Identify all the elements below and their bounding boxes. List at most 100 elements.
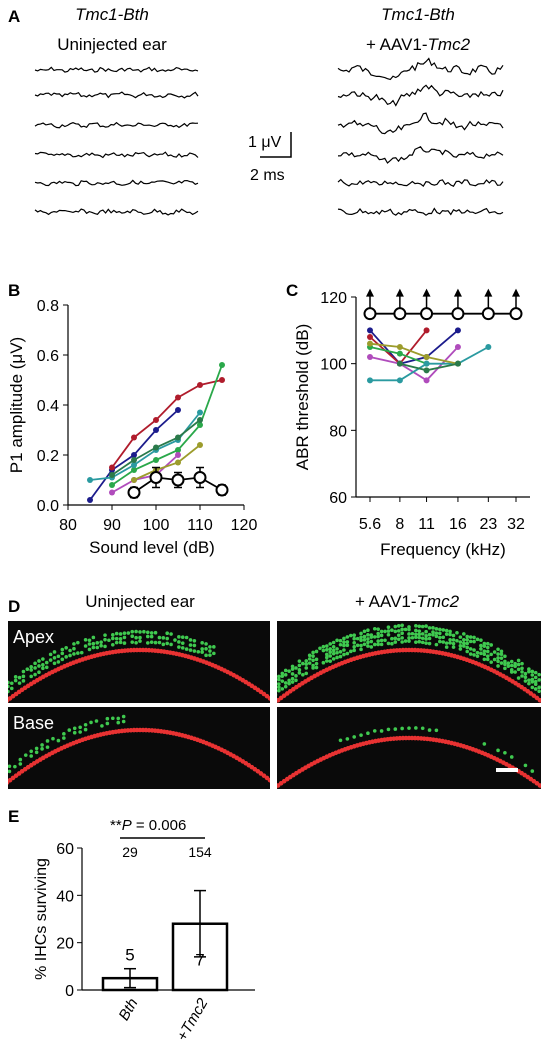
outer-hair-cell bbox=[386, 629, 391, 633]
chart-b-data-point bbox=[109, 489, 115, 496]
outer-hair-cell bbox=[342, 643, 346, 648]
outer-hair-cell bbox=[138, 630, 142, 634]
chart-c-x-tick-label: 11 bbox=[418, 516, 435, 533]
outer-hair-cell bbox=[72, 642, 76, 646]
outer-hair-cell bbox=[451, 638, 456, 642]
outer-hair-cell bbox=[376, 634, 380, 639]
chart-e-n-inside-label: 5 bbox=[125, 946, 134, 965]
outer-hair-cell bbox=[280, 674, 285, 679]
outer-hair-cell bbox=[427, 728, 432, 732]
outer-hair-cell bbox=[420, 726, 425, 731]
outer-hair-cell bbox=[307, 653, 312, 658]
outer-hair-cell bbox=[321, 644, 326, 649]
outer-hair-cell bbox=[114, 631, 119, 636]
outer-hair-cell bbox=[304, 666, 309, 670]
outer-hair-cell bbox=[72, 646, 76, 651]
outer-hair-cell bbox=[270, 687, 274, 691]
inner-hair-cell bbox=[544, 703, 549, 708]
panel-a-letter: A bbox=[8, 7, 20, 26]
outer-hair-cell bbox=[537, 678, 541, 682]
abr-trace bbox=[337, 57, 504, 81]
outer-hair-cell bbox=[64, 645, 68, 650]
panel-e-letter: E bbox=[8, 807, 19, 826]
outer-hair-cell bbox=[134, 635, 138, 640]
outer-hair-cell bbox=[89, 720, 93, 725]
outer-hair-cell bbox=[451, 633, 456, 638]
outer-hair-cell bbox=[105, 721, 110, 726]
chart-c-control-point bbox=[420, 307, 434, 321]
outer-hair-cell bbox=[13, 675, 18, 679]
outer-hair-cell bbox=[465, 649, 470, 654]
chart-c-data-point bbox=[367, 354, 373, 360]
outer-hair-cell bbox=[338, 638, 343, 643]
outer-hair-cell bbox=[527, 667, 531, 671]
outer-hair-cell bbox=[414, 628, 418, 633]
outer-hair-cell bbox=[208, 653, 212, 657]
outer-hair-cell bbox=[475, 637, 480, 642]
outer-hair-cell bbox=[331, 648, 336, 653]
outer-hair-cell bbox=[434, 642, 439, 647]
outer-hair-cell bbox=[372, 627, 377, 631]
outer-hair-cell bbox=[60, 647, 65, 652]
chart-b-data-point bbox=[219, 362, 225, 368]
outer-hair-cell bbox=[420, 624, 425, 629]
outer-hair-cell bbox=[165, 631, 169, 636]
outer-hair-cell bbox=[489, 643, 494, 647]
outer-hair-cell bbox=[345, 643, 350, 648]
outer-hair-cell bbox=[345, 635, 350, 639]
chart-c-data-point bbox=[396, 344, 403, 350]
panel-a-right-genotype: Tmc1-Bth bbox=[381, 5, 455, 24]
chart-b-y-tick-label: 0.0 bbox=[37, 498, 59, 515]
outer-hair-cell bbox=[297, 663, 302, 668]
outer-hair-cell bbox=[441, 640, 446, 644]
outer-hair-cell bbox=[290, 680, 295, 684]
outer-hair-cell bbox=[431, 630, 435, 634]
outer-hair-cell bbox=[157, 640, 162, 645]
abr-trace bbox=[337, 178, 504, 187]
outer-hair-cell bbox=[307, 661, 312, 665]
outer-hair-cell bbox=[530, 685, 535, 690]
outer-hair-cell bbox=[455, 631, 459, 635]
outer-hair-cell bbox=[379, 629, 384, 634]
outer-hair-cell bbox=[277, 689, 278, 692]
outer-hair-cell bbox=[485, 654, 490, 658]
outer-hair-cell bbox=[314, 649, 319, 654]
inner-hair-cell bbox=[540, 786, 541, 789]
chart-b-data-point bbox=[131, 477, 137, 483]
outer-hair-cell bbox=[352, 636, 357, 641]
outer-hair-cell bbox=[427, 626, 432, 630]
outer-hair-cell bbox=[52, 650, 57, 654]
outer-hair-cell bbox=[204, 642, 208, 646]
outer-hair-cell bbox=[72, 730, 77, 735]
outer-hair-cell bbox=[400, 631, 404, 636]
outer-hair-cell bbox=[331, 644, 336, 649]
outer-hair-cell bbox=[200, 650, 204, 654]
outer-hair-cell bbox=[485, 645, 490, 650]
chart-e-x-tick-label: +Tmc2 bbox=[174, 995, 212, 1044]
outer-hair-cell bbox=[40, 747, 44, 751]
chart-c-data-point bbox=[423, 354, 430, 360]
outer-hair-cell bbox=[290, 667, 295, 671]
outer-hair-cell bbox=[29, 674, 33, 679]
outer-hair-cell bbox=[177, 640, 181, 644]
outer-hair-cell bbox=[407, 632, 411, 636]
outer-hair-cell bbox=[95, 641, 100, 645]
chart-c-x-tick-label: 16 bbox=[449, 516, 467, 533]
chart-b-data-point bbox=[153, 444, 159, 451]
outer-hair-cell bbox=[362, 629, 367, 634]
outer-hair-cell bbox=[212, 645, 216, 649]
chart-c-data-point bbox=[367, 377, 373, 384]
outer-hair-cell bbox=[379, 633, 384, 638]
outer-hair-cell bbox=[420, 640, 425, 645]
inner-hair-cell bbox=[544, 788, 549, 793]
outer-hair-cell bbox=[134, 641, 138, 645]
outer-hair-cell bbox=[62, 732, 66, 736]
outer-hair-cell bbox=[111, 636, 115, 641]
chart-b-data-point bbox=[197, 417, 203, 423]
outer-hair-cell bbox=[157, 635, 162, 640]
outer-hair-cell bbox=[366, 637, 370, 641]
outer-hair-cell bbox=[277, 682, 281, 686]
outer-hair-cell bbox=[444, 628, 449, 633]
outer-hair-cell bbox=[400, 627, 404, 632]
chart-b-data-point bbox=[153, 457, 159, 463]
